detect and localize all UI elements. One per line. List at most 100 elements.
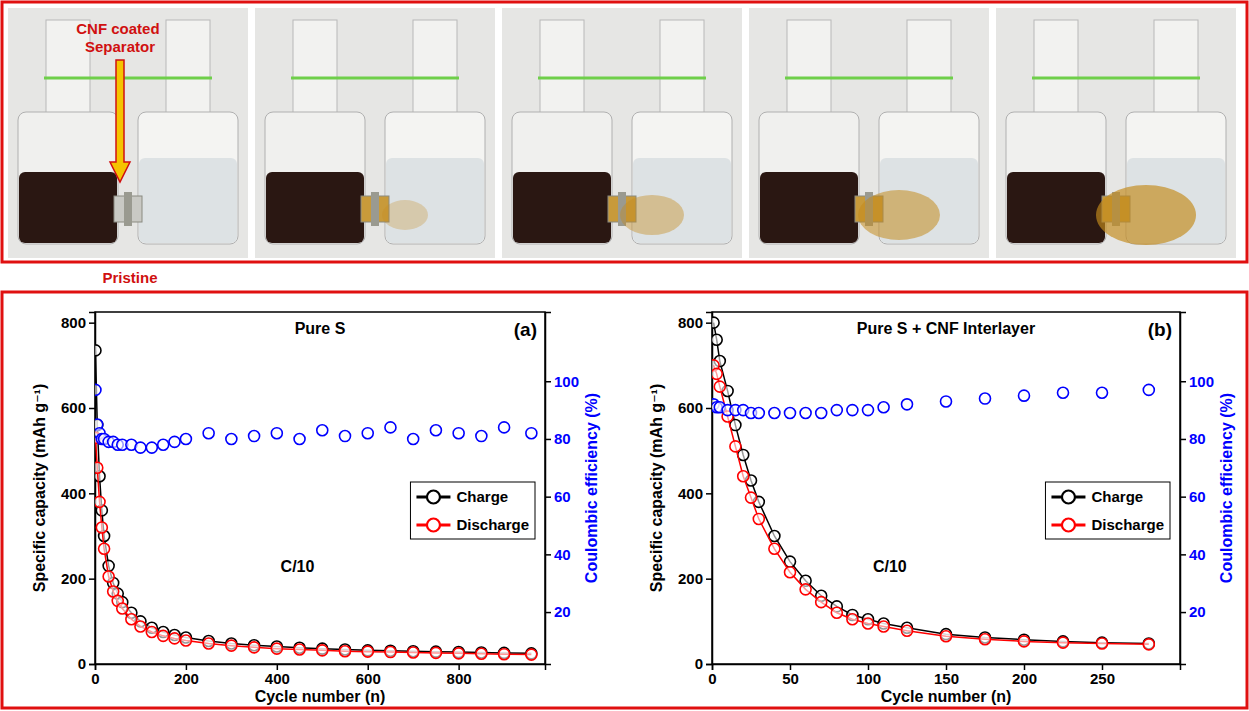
y-tick: 400	[678, 485, 712, 502]
data-point	[430, 647, 441, 658]
data-point	[146, 627, 157, 638]
legend-marker	[427, 491, 440, 504]
panel-label: (a)	[514, 319, 537, 340]
legend-item: Charge	[416, 488, 508, 505]
chart-title: Pure S	[295, 320, 346, 337]
x-tick: 150	[934, 664, 959, 687]
data-point	[203, 428, 214, 439]
data-point	[146, 442, 157, 453]
y-tick-mark	[89, 578, 95, 580]
data-point	[408, 647, 419, 658]
y-axis: 0 200 400 600 800	[678, 313, 713, 673]
photo	[255, 8, 495, 258]
y2-tick: 60	[545, 488, 571, 505]
bottle-neck	[1034, 20, 1078, 115]
data-point	[95, 496, 105, 507]
data-point	[340, 646, 351, 657]
y2-tick-mark	[1180, 381, 1186, 383]
data-point	[408, 433, 419, 444]
legend-marker	[1062, 519, 1075, 532]
y-tick-label: 200	[678, 570, 703, 587]
bottle-neck	[660, 20, 704, 115]
y-axis-line	[89, 313, 96, 665]
data-point	[863, 405, 874, 416]
data-point	[816, 407, 827, 418]
bottle-body	[18, 112, 118, 244]
data-point	[499, 422, 510, 433]
legend-label: Charge	[1091, 488, 1143, 505]
photo-background	[255, 8, 495, 258]
x-axis: 0200400600800	[91, 664, 545, 687]
data-point	[714, 381, 725, 392]
data-point	[1097, 387, 1108, 398]
data-point	[1058, 387, 1069, 398]
x-tick-label: 0	[708, 670, 716, 687]
data-point	[103, 571, 114, 582]
y-tick-mark	[89, 408, 95, 410]
data-point	[526, 649, 537, 660]
legend-marker	[1062, 491, 1075, 504]
data-point	[1143, 384, 1154, 395]
y-tick-label: 0	[695, 655, 703, 672]
legend: ChargeDischarge	[410, 482, 535, 539]
y2-axis-title: Coulombic efficiency (%)	[1218, 393, 1235, 583]
y-tick: 600	[678, 399, 712, 416]
y-tick-label: 400	[61, 485, 86, 502]
chart: 050100150200250020040060080020406080100P…	[648, 312, 1235, 705]
y-tick-label: 600	[678, 399, 703, 416]
y-tick-mark	[706, 493, 712, 495]
x-axis-title: Cycle number (n)	[881, 688, 1012, 705]
data-point	[980, 634, 991, 645]
chart-title: Pure S + CNF Interlayer	[857, 320, 1035, 337]
x-tick-label: 400	[265, 670, 290, 687]
bottle-neck	[293, 20, 337, 115]
plot-area	[95, 345, 537, 660]
arrow	[110, 60, 130, 182]
data-point	[526, 428, 537, 439]
y-tick: 600	[61, 399, 95, 416]
y2-tick-label: 40	[554, 546, 571, 563]
y-tick: 800	[61, 314, 95, 331]
data-point	[453, 648, 464, 659]
bottle-body	[265, 112, 365, 244]
data-point	[169, 633, 180, 644]
x-tick-label: 150	[934, 670, 959, 687]
x-tick: 250	[1090, 664, 1115, 687]
rubber-band	[538, 77, 706, 80]
y-tick-mark	[706, 664, 712, 666]
data-point	[99, 543, 110, 554]
data-point	[271, 643, 282, 654]
bottle-neck	[1154, 20, 1198, 115]
y-tick-label: 800	[678, 314, 703, 331]
data-point	[203, 638, 214, 649]
y2-tick-label: 60	[1189, 488, 1206, 505]
y2-tick-label: 20	[1189, 603, 1206, 620]
x-tick-label: 200	[174, 670, 199, 687]
data-point	[831, 405, 842, 416]
data-point	[271, 428, 282, 439]
data-point	[847, 614, 858, 625]
x-tick-label: 600	[356, 670, 381, 687]
y-tick-label: 200	[61, 570, 86, 587]
y-tick-mark	[89, 664, 95, 666]
y-axis-title: Specific capacity (mAh g⁻¹)	[31, 384, 48, 593]
y-tick: 200	[61, 570, 95, 587]
bottle-body	[759, 112, 859, 244]
data-point	[169, 436, 180, 447]
chart: 0200400600800020040060080020406080100Pur…	[31, 312, 600, 705]
data-point	[1097, 637, 1108, 648]
data-point	[1019, 390, 1030, 401]
diffusion	[382, 200, 428, 230]
y-tick-mark	[89, 322, 95, 324]
data-point	[980, 393, 991, 404]
x-tick: 100	[856, 664, 881, 687]
series-line	[95, 438, 531, 655]
x-tick: 600	[356, 664, 381, 687]
data-point	[385, 647, 396, 658]
x-tick-label: 250	[1090, 670, 1115, 687]
y2-tick-label: 80	[1189, 430, 1206, 447]
data-point	[1019, 636, 1030, 647]
dark-solution	[266, 172, 364, 243]
data-point	[847, 405, 858, 416]
bottle-neck	[166, 20, 210, 115]
